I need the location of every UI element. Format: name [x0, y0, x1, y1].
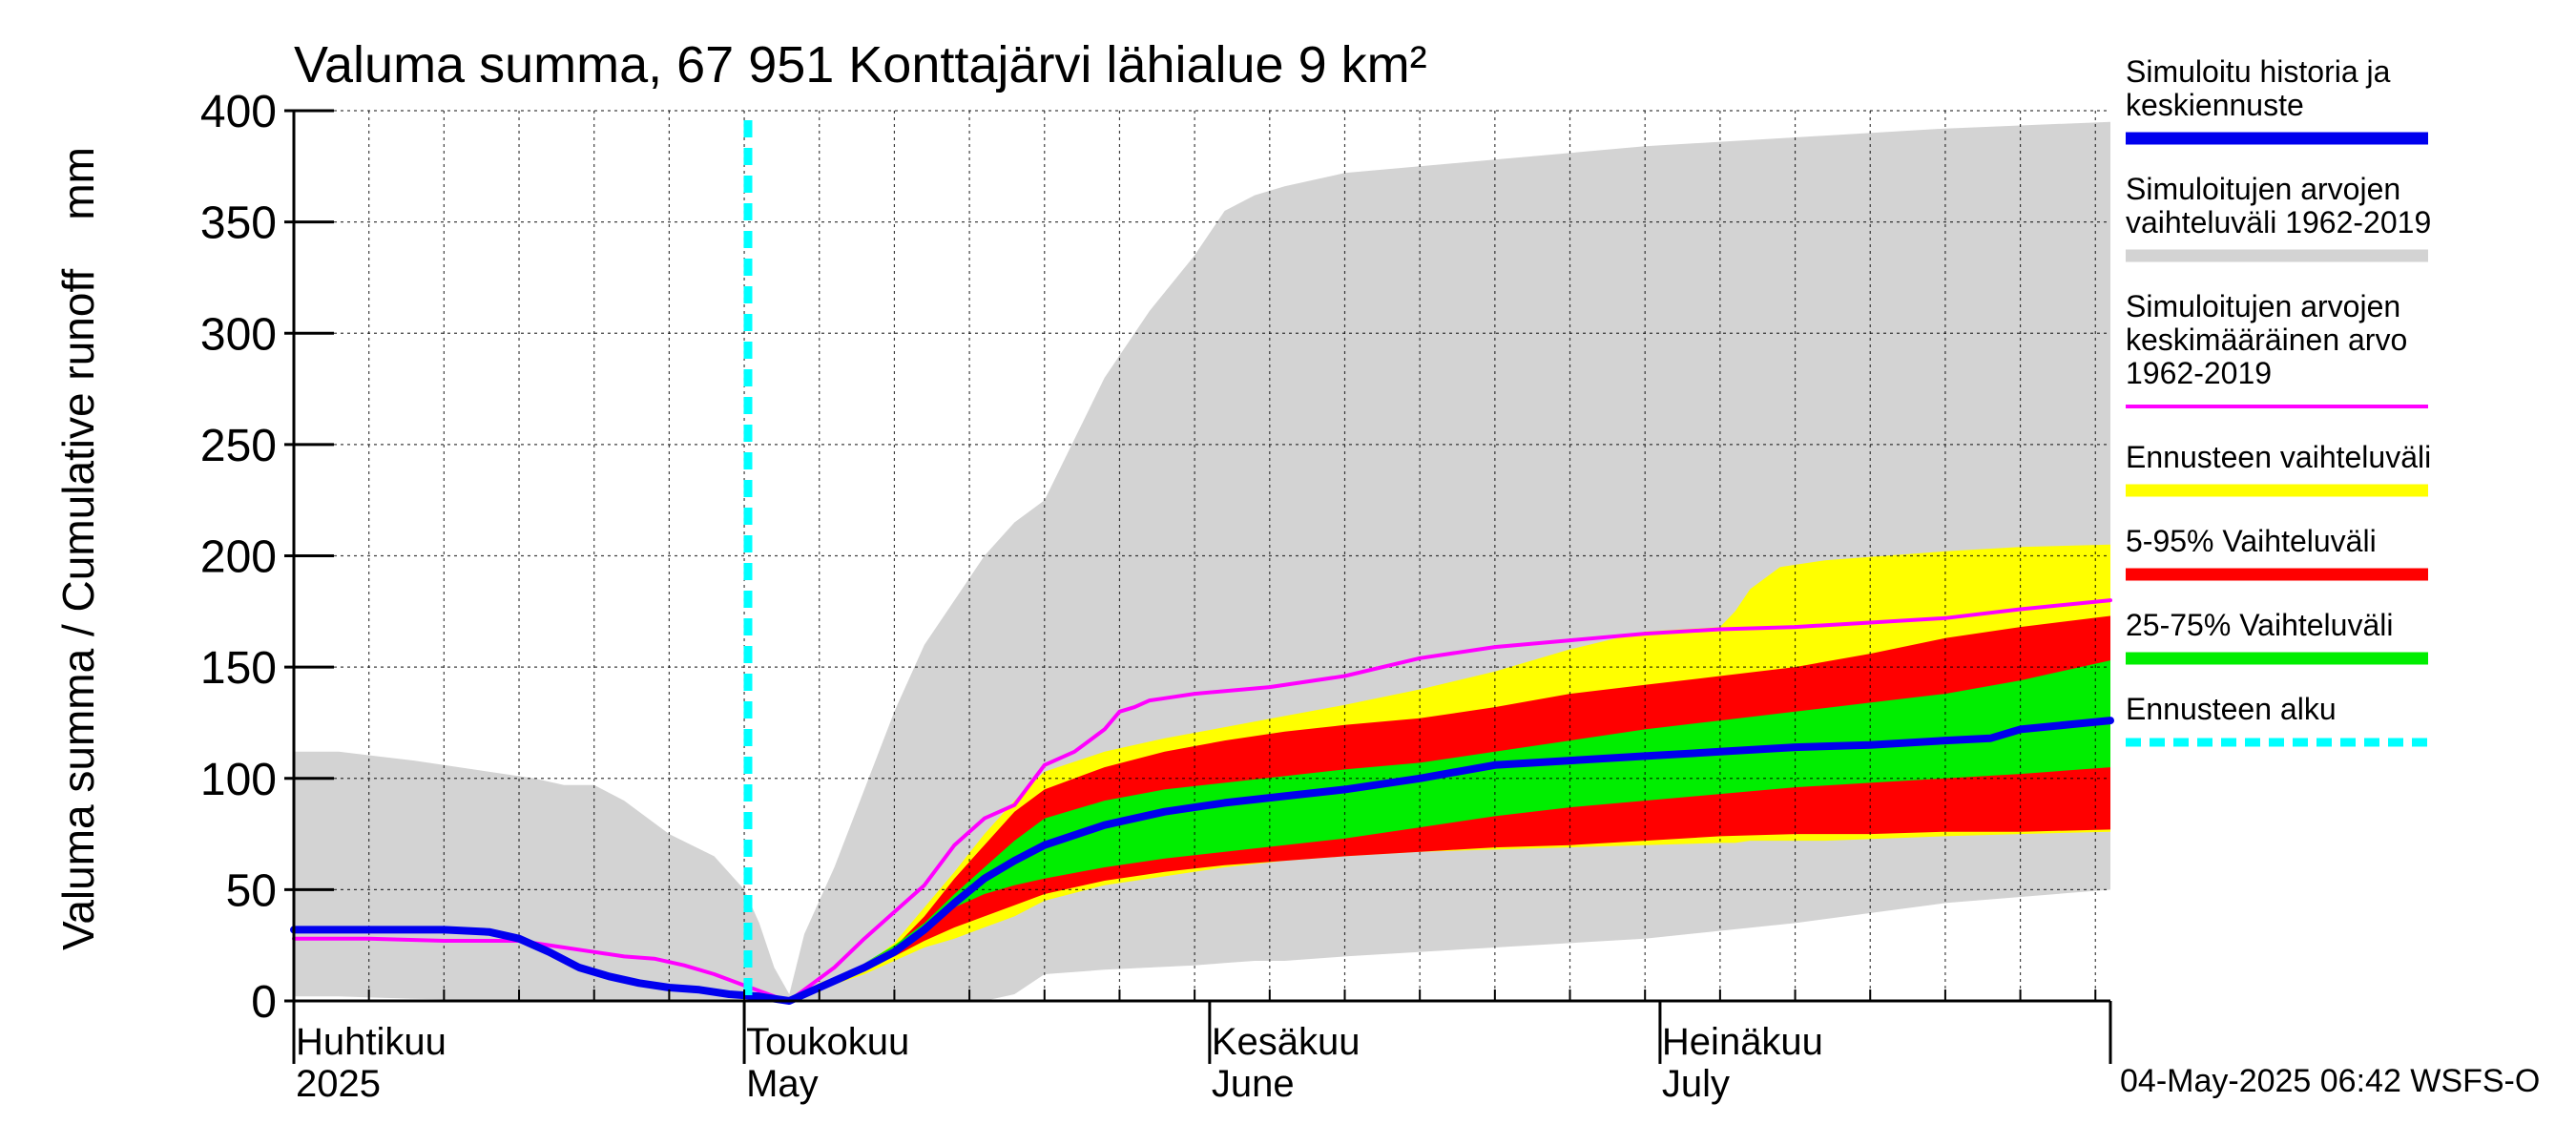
series-lines-layer — [290, 120, 2114, 1005]
month-label-fi: Heinäkuu — [1662, 1021, 1823, 1063]
line-simuloitujen-arvojen-keskim-r-inen-arvo-1962-2019 — [292, 598, 2112, 1003]
y-axis-label: Valuma summa / Cumulative runoff mm — [53, 147, 103, 950]
legend-label: Ennusteen alku — [2126, 692, 2337, 726]
legend-label: vaihteluväli 1962-2019 — [2126, 205, 2431, 239]
legend-label: 1962-2019 — [2126, 356, 2272, 390]
month-label-en: 2025 — [296, 1063, 381, 1105]
month-label-fi: Kesäkuu — [1212, 1021, 1361, 1063]
legend-label: keskimääräinen arvo — [2126, 323, 2407, 357]
y-tick-label: 300 — [200, 309, 277, 360]
legend-label: keskiennuste — [2126, 88, 2304, 122]
legend-label: Ennusteen vaihteluväli — [2126, 440, 2431, 474]
y-tick-label: 200 — [200, 532, 277, 583]
month-label-fi: Toukokuu — [746, 1021, 909, 1063]
y-tick-label: 100 — [200, 755, 277, 805]
legend-label: Simuloitujen arvojen — [2126, 172, 2400, 206]
month-label-en: July — [1662, 1063, 1730, 1105]
legend-label: 25-75% Vaihteluväli — [2126, 608, 2393, 642]
y-tick-label: 350 — [200, 198, 277, 249]
timestamp-footer: 04-May-2025 06:42 WSFS-O — [2120, 1063, 2540, 1099]
grid-layer — [294, 110, 2110, 1001]
chart-title: Valuma summa, 67 951 Konttajärvi lähialu… — [294, 36, 1427, 94]
month-label-en: June — [1212, 1063, 1295, 1105]
legend-label: 5-95% Vaihteluväli — [2126, 524, 2377, 558]
y-tick-label: 250 — [200, 421, 277, 471]
month-label-fi: Huhtikuu — [296, 1021, 447, 1063]
line-simuloitu-historia-ja-keskiennuste — [290, 717, 2114, 1005]
y-tick-label: 50 — [226, 865, 277, 916]
legend-label: Simuloitujen arvojen — [2126, 289, 2400, 323]
band-layer — [294, 121, 2110, 1001]
month-label-en: May — [746, 1063, 819, 1105]
y-tick-label: 150 — [200, 643, 277, 694]
y-tick-label: 400 — [200, 87, 277, 137]
y-tick-label: 0 — [251, 977, 277, 1028]
legend-label: Simuloitu historia ja — [2126, 54, 2391, 89]
